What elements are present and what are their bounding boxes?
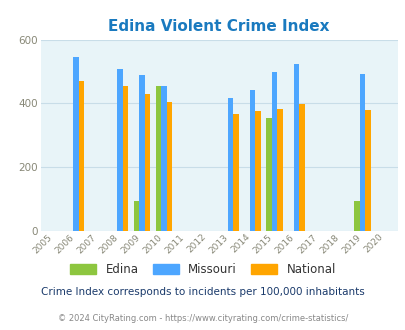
- Bar: [227, 98, 232, 231]
- Bar: [79, 81, 84, 231]
- Bar: [166, 102, 172, 231]
- Bar: [232, 114, 238, 231]
- Bar: [134, 201, 139, 231]
- Bar: [122, 86, 128, 231]
- Bar: [277, 109, 282, 231]
- Bar: [265, 118, 271, 231]
- Text: © 2024 CityRating.com - https://www.cityrating.com/crime-statistics/: © 2024 CityRating.com - https://www.city…: [58, 314, 347, 323]
- Bar: [254, 112, 260, 231]
- Bar: [73, 57, 79, 231]
- Bar: [249, 90, 254, 231]
- Bar: [359, 74, 364, 231]
- Bar: [293, 64, 298, 231]
- Bar: [139, 75, 145, 231]
- Bar: [145, 94, 150, 231]
- Bar: [354, 201, 359, 231]
- Bar: [156, 86, 161, 231]
- Bar: [271, 72, 277, 231]
- Bar: [298, 104, 304, 231]
- Title: Edina Violent Crime Index: Edina Violent Crime Index: [108, 19, 329, 34]
- Text: Crime Index corresponds to incidents per 100,000 inhabitants: Crime Index corresponds to incidents per…: [41, 287, 364, 297]
- Bar: [117, 69, 122, 231]
- Legend: Edina, Missouri, National: Edina, Missouri, National: [65, 258, 340, 281]
- Bar: [161, 86, 166, 231]
- Bar: [364, 110, 370, 231]
